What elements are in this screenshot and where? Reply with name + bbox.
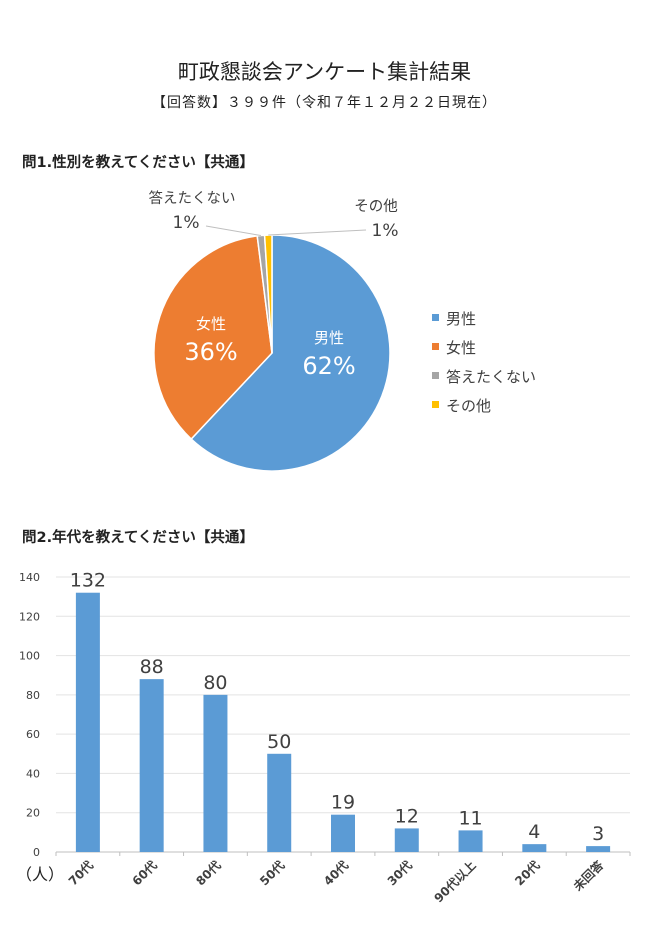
pie-percent-1: 36% bbox=[184, 338, 237, 366]
bar-value-label-5: 12 bbox=[395, 805, 419, 827]
x-tick-label-3: 50代 bbox=[256, 858, 287, 889]
bar-0 bbox=[75, 592, 100, 852]
pie-label-2: 答えたくない bbox=[149, 190, 236, 207]
legend-label-3: その他 bbox=[446, 397, 491, 415]
bar-2 bbox=[203, 694, 228, 852]
x-tick-label-7: 20代 bbox=[512, 858, 543, 889]
bar-value-label-0: 132 bbox=[70, 570, 106, 592]
bar-1 bbox=[139, 679, 164, 852]
y-unit-label: （人） bbox=[16, 865, 64, 884]
pie-percent-0: 62% bbox=[302, 352, 355, 380]
bar-3 bbox=[267, 753, 292, 852]
y-tick-label-4: 80 bbox=[26, 689, 40, 702]
bar-5 bbox=[394, 828, 419, 852]
legend-swatch-1 bbox=[432, 343, 439, 350]
page-subtitle: 【回答数】３９９件（令和７年１２月２２日現在） bbox=[152, 95, 497, 111]
bar-value-label-6: 11 bbox=[458, 807, 482, 829]
y-tick-label-3: 60 bbox=[26, 728, 40, 741]
y-tick-label-0: 0 bbox=[33, 846, 40, 859]
bar-value-label-1: 88 bbox=[140, 656, 164, 678]
pie-leader-line-2 bbox=[205, 225, 261, 237]
x-tick-label-0: 70代 bbox=[65, 858, 96, 889]
bar-value-label-4: 19 bbox=[331, 792, 355, 814]
bar-value-label-2: 80 bbox=[203, 672, 227, 694]
pie-slice-0 bbox=[190, 234, 391, 472]
y-tick-label-7: 140 bbox=[19, 571, 40, 584]
legend-label-2: 答えたくない bbox=[446, 368, 536, 386]
pie-label-0: 男性 bbox=[314, 329, 344, 347]
legend-swatch-0 bbox=[432, 314, 439, 321]
x-tick-label-8: 未回答 bbox=[569, 857, 606, 894]
y-tick-label-5: 100 bbox=[19, 650, 40, 663]
x-tick-label-5: 30代 bbox=[384, 858, 415, 889]
bar-4 bbox=[331, 814, 355, 852]
bar-6 bbox=[458, 830, 483, 852]
legend-label-1: 女性 bbox=[446, 339, 476, 357]
x-tick-label-4: 40代 bbox=[320, 858, 351, 889]
pie-percent-3: 1% bbox=[372, 221, 399, 241]
bar-8 bbox=[586, 846, 611, 852]
y-tick-label-6: 120 bbox=[19, 610, 40, 623]
pie-label-1: 女性 bbox=[196, 315, 226, 333]
pie-percent-2: 1% bbox=[173, 213, 200, 233]
question-2-heading: 問2.年代を教えてください【共通】 bbox=[22, 530, 254, 546]
pie-slice-1 bbox=[153, 235, 273, 441]
bar-7 bbox=[522, 844, 547, 852]
y-tick-label-2: 40 bbox=[26, 767, 40, 780]
pie-label-3: その他 bbox=[354, 198, 398, 215]
bar-value-label-7: 4 bbox=[528, 821, 540, 843]
legend-swatch-3 bbox=[432, 401, 439, 408]
y-tick-label-1: 20 bbox=[26, 807, 40, 820]
bar-value-label-8: 3 bbox=[592, 823, 604, 845]
page-title: 町政懇談会アンケート集計結果 bbox=[177, 60, 472, 84]
legend-label-0: 男性 bbox=[446, 310, 476, 328]
x-tick-label-1: 60代 bbox=[129, 858, 160, 889]
question-1-heading: 問1.性別を教えてください【共通】 bbox=[22, 155, 254, 171]
x-tick-label-6: 90代以上 bbox=[431, 858, 479, 906]
pie-leader-line-3 bbox=[268, 229, 367, 236]
bar-value-label-3: 50 bbox=[267, 731, 291, 753]
x-tick-label-2: 80代 bbox=[193, 858, 224, 889]
legend-swatch-2 bbox=[432, 372, 439, 379]
